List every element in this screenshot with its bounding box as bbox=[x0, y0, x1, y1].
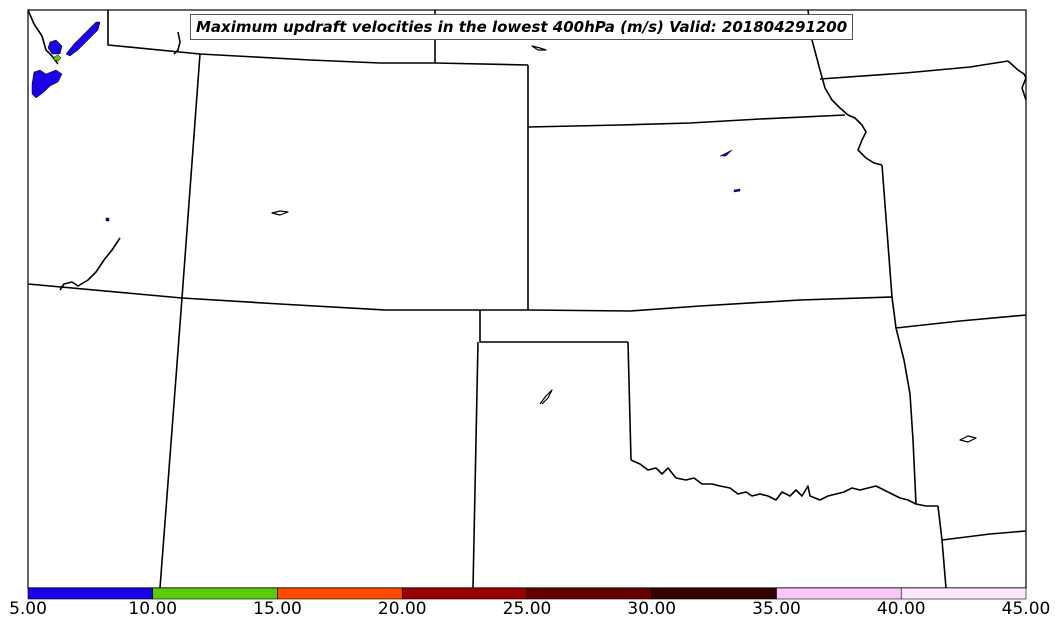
border-co-south bbox=[27, 283, 528, 311]
colorbar-tick-label: 40.00 bbox=[876, 599, 926, 619]
border-mississippi-2 bbox=[1021, 77, 1027, 101]
border-ok-panhandle bbox=[479, 310, 628, 343]
map-background bbox=[28, 10, 1026, 588]
colorbar-tick-label: 45.00 bbox=[1001, 599, 1051, 619]
lake-powell bbox=[59, 237, 121, 291]
updraft-blob-nw-green bbox=[53, 54, 62, 62]
state-borders bbox=[27, 9, 1027, 589]
lake-ar bbox=[959, 435, 977, 443]
updraft-blob-ks-2 bbox=[733, 188, 741, 193]
border-ks-north bbox=[527, 114, 846, 128]
colorbar-tick-label: 35.00 bbox=[752, 599, 801, 619]
great-salt-lake bbox=[173, 31, 181, 55]
colorbar-tick-label: 30.00 bbox=[627, 599, 677, 619]
border-tx-west bbox=[472, 341, 479, 589]
border-mississippi bbox=[1007, 60, 1027, 79]
map-title: Maximum updraft velocities in the lowest… bbox=[190, 14, 854, 40]
colorbar-segment bbox=[277, 587, 403, 600]
border-ks-east bbox=[881, 164, 893, 298]
border-ok-east bbox=[891, 296, 917, 505]
border-mo-south bbox=[895, 314, 1027, 329]
updraft-contours bbox=[31, 21, 741, 222]
colorbar-segment bbox=[651, 587, 777, 600]
colorbar-tick-label: 10.00 bbox=[128, 599, 178, 619]
border-nw-coast bbox=[27, 9, 59, 65]
updraft-blob-nw-2 bbox=[47, 39, 63, 55]
colorbar-tick-label: 15.00 bbox=[253, 599, 302, 619]
colorbar-segment bbox=[526, 587, 653, 600]
colorbar-tick-label: 25.00 bbox=[502, 599, 552, 619]
lake-sd bbox=[531, 45, 547, 51]
lake-wy bbox=[271, 210, 289, 216]
colorbar-segment bbox=[900, 587, 1027, 600]
lake-tx bbox=[539, 389, 553, 405]
colorbar-segment bbox=[27, 587, 154, 600]
updraft-blob-nw-1 bbox=[65, 21, 101, 57]
border-co-west bbox=[181, 53, 201, 299]
colorbar-segment bbox=[776, 587, 902, 600]
updraft-blob-nw-3 bbox=[31, 69, 63, 99]
updraft-blob-ut bbox=[105, 217, 110, 222]
colorbar-segment bbox=[401, 587, 528, 600]
updraft-blob-ks-1 bbox=[719, 149, 733, 157]
colorbar-segment bbox=[152, 587, 278, 600]
border-ks-south bbox=[527, 296, 893, 312]
border-ar-la bbox=[941, 530, 1027, 541]
border-red-river bbox=[630, 459, 938, 507]
border-tx-panhandle-east bbox=[627, 341, 632, 461]
border-ne-ia bbox=[807, 9, 883, 166]
colorbar-tick-label: 20.00 bbox=[377, 599, 427, 619]
border-ia-mo bbox=[819, 60, 1009, 80]
border-az-nm bbox=[159, 297, 183, 589]
colorbar bbox=[27, 587, 1027, 600]
colorbar-tick-label: 5.00 bbox=[9, 599, 47, 619]
